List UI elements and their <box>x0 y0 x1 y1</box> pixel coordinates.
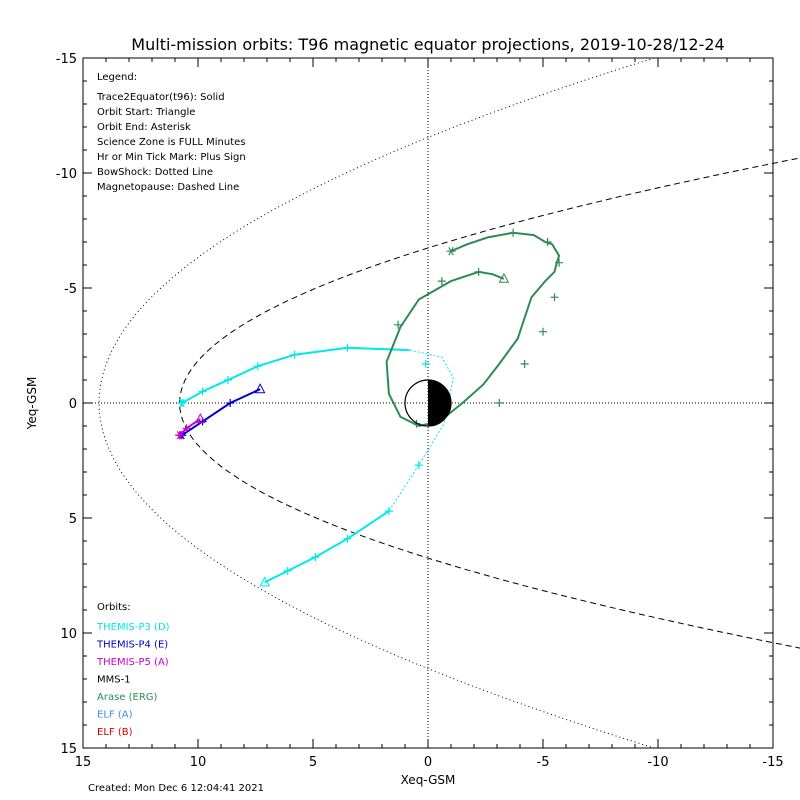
hour-tick-plus <box>495 399 504 407</box>
earth-night-side <box>428 380 451 426</box>
boundary-curves <box>98 57 800 749</box>
chart-title: Multi-mission orbits: T96 magnetic equat… <box>131 35 724 54</box>
hour-tick-plus <box>223 376 232 384</box>
series-themis-p5-a <box>175 413 206 440</box>
legend-line: BowShock: Dotted Line <box>97 167 213 178</box>
magnetopause-curve <box>179 157 800 649</box>
hour-tick-plus <box>509 228 518 237</box>
hour-tick-plus <box>175 431 184 440</box>
orbits-block: Orbits: THEMIS-P3 (D)THEMIS-P4 (E)THEMIS… <box>96 602 170 738</box>
y-tick-label: -5 <box>64 282 77 297</box>
series-themis-p3-d <box>177 343 454 587</box>
orbit-label: MMS-1 <box>97 675 131 686</box>
hour-tick-plus <box>474 267 483 276</box>
y-tick-label: -15 <box>56 52 77 67</box>
legend-line: Science Zone is FULL Minutes <box>97 137 246 148</box>
legend-lines: Trace2Equator(t96): Solid Orbit Start: Tr… <box>96 92 246 193</box>
orbit-end-asterisk <box>446 247 456 256</box>
hour-tick-plus <box>177 399 186 407</box>
x-axis-label: Xeq-GSM <box>401 773 456 787</box>
created-timestamp: Created: Mon Dec 6 12:04:41 2021 <box>88 783 264 794</box>
orbit-label: ELF (A) <box>97 710 133 721</box>
x-tick-label: 5 <box>309 755 317 770</box>
x-tick-label: 10 <box>190 755 207 770</box>
hour-tick-plus <box>198 387 207 396</box>
hour-tick-plus <box>283 566 292 575</box>
orbit-label: ELF (B) <box>97 727 133 738</box>
orbit-start-triangle <box>259 576 271 587</box>
x-tick-label: 0 <box>424 755 432 770</box>
y-tick-label: 10 <box>60 627 77 642</box>
orbit-label: THEMIS-P5 (A) <box>96 657 169 668</box>
y-tick-label: 0 <box>69 397 77 412</box>
orbit-label: THEMIS-P4 (E) <box>96 640 168 651</box>
x-tick-label: -10 <box>647 755 668 770</box>
earth-outline <box>404 379 452 427</box>
hour-tick-plus <box>394 320 403 329</box>
x-tick-label: -15 <box>762 755 783 770</box>
hour-tick-plus <box>543 238 552 246</box>
hour-tick-plus <box>555 258 564 267</box>
y-tick-label: 15 <box>60 742 77 757</box>
orbit-start-triangle <box>194 413 206 424</box>
orbit-label: THEMIS-P3 (D) <box>96 622 170 633</box>
hour-tick-plus <box>384 507 393 516</box>
legend-line: Magnetopause: Dashed Line <box>97 182 239 193</box>
legend-line: Orbit End: Asterisk <box>97 122 191 133</box>
hour-tick-plus <box>421 359 430 368</box>
hour-tick-plus <box>311 553 320 562</box>
orbit-path <box>181 388 261 437</box>
orbit-start-triangle <box>254 383 266 394</box>
x-tick-label: 15 <box>75 755 92 770</box>
y-tick-label: -10 <box>56 167 77 182</box>
orbit-path <box>385 231 561 428</box>
orbits-title: Orbits: <box>97 602 131 613</box>
hour-tick-plus <box>539 327 547 336</box>
hour-tick-plus <box>290 350 299 359</box>
hour-tick-plus <box>520 359 529 368</box>
legend-title: Legend: <box>97 72 137 83</box>
axis-ticks <box>82 57 774 749</box>
y-axis-label: Yeq-GSM <box>25 377 39 431</box>
hour-tick-plus <box>253 362 262 371</box>
legend-line: Trace2Equator(t96): Solid <box>96 92 225 103</box>
hour-tick-plus <box>182 424 191 433</box>
orbit-start-triangle <box>498 272 510 283</box>
x-tick-label: -5 <box>537 755 550 770</box>
hour-tick-plus <box>437 277 446 286</box>
hour-tick-plus <box>550 293 559 302</box>
orbit-labels: THEMIS-P3 (D) THEMIS-P4 (E) THEMIS-P5 (A) M… <box>96 622 170 738</box>
orbit-label: Arase (ERG) <box>97 692 158 703</box>
legend-line: Orbit Start: Triangle <box>97 107 195 118</box>
hour-tick-plus <box>343 534 352 543</box>
series-arase-erg <box>385 228 564 428</box>
hour-tick-plus <box>343 343 352 352</box>
y-tick-label: 5 <box>69 512 77 527</box>
legend-line: Hr or Min Tick Mark: Plus Sign <box>97 152 246 163</box>
legend-block: Legend: Trace2Equator(t96): Solid Orbit S… <box>96 72 246 193</box>
earth-symbol <box>404 379 452 427</box>
orbit-series <box>175 228 564 587</box>
hour-tick-plus <box>414 461 423 470</box>
axis-tick-labels: 15 10 5 0 -5 -10 -15 -15 -10 -5 0 5 10 15 <box>56 52 784 770</box>
hour-tick-plus <box>226 399 235 407</box>
